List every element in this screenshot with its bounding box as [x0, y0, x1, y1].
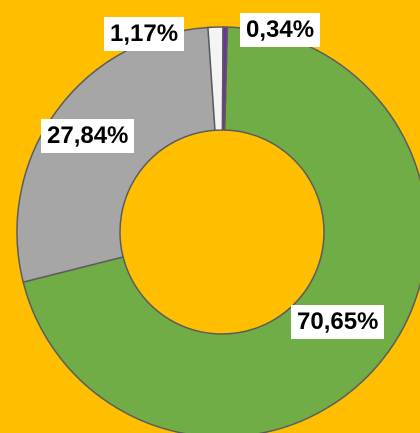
donut-slice-2: [16, 26, 216, 284]
data-label-slice-2: 27,84%: [41, 119, 135, 153]
data-label-slice-4: 0,34%: [240, 13, 321, 47]
donut-slice-4: [221, 26, 229, 131]
data-label-slice-1: 70,65%: [291, 305, 385, 339]
data-label-slice-3: 1,17%: [104, 17, 185, 51]
